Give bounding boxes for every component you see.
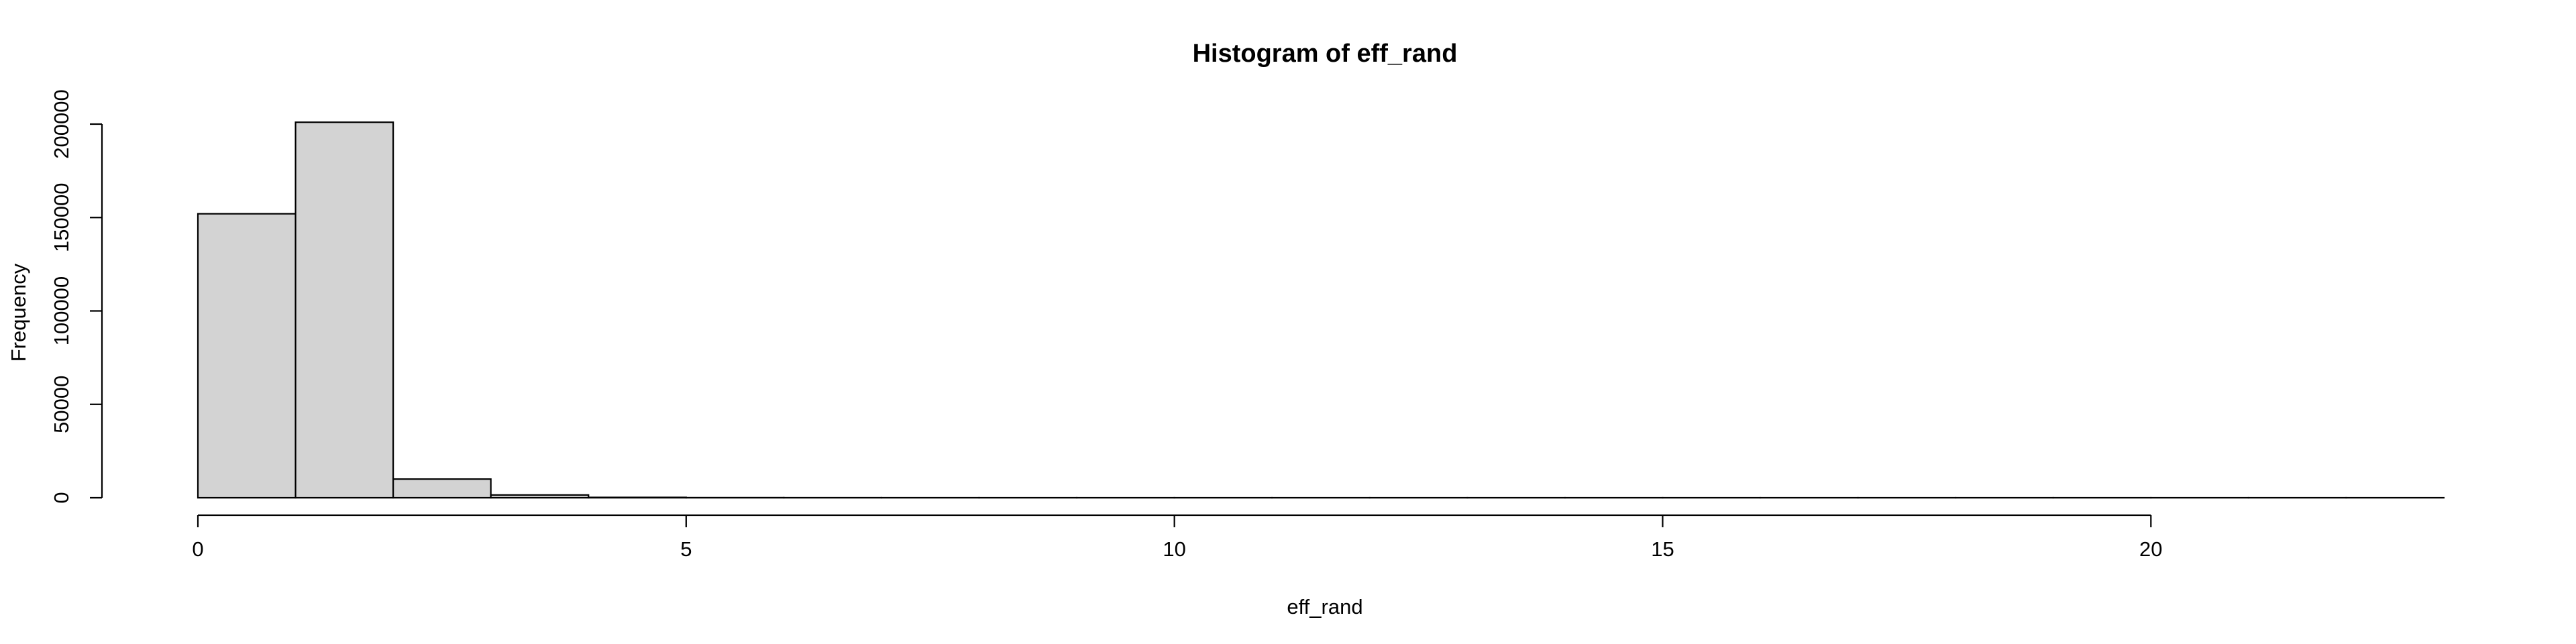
- x-axis-label: eff_rand: [1287, 595, 1362, 619]
- y-axis: 0 50000 100000 150000 200000: [50, 89, 103, 504]
- y-axis-label: Frequency: [7, 263, 30, 362]
- bars-group: [197, 121, 2445, 499]
- x-axis: 0 5 10 15 20: [192, 514, 2163, 561]
- x-tick-label: 10: [1163, 537, 1185, 561]
- x-tick-label: 20: [2139, 537, 2162, 561]
- histogram-bar: [490, 494, 590, 499]
- histogram-bar: [294, 121, 394, 499]
- y-tick-label: 200000: [50, 89, 73, 158]
- y-tick-label: 50000: [50, 376, 73, 433]
- histogram-bar: [392, 478, 492, 499]
- y-tick-label: 100000: [50, 276, 73, 345]
- x-tick-label: 5: [680, 537, 692, 561]
- chart-title: Histogram of eff_rand: [1193, 40, 1458, 68]
- x-tick-label: 15: [1651, 537, 1674, 561]
- x-tick-label: 0: [192, 537, 203, 561]
- histogram-bar: [197, 213, 297, 499]
- y-tick-label: 150000: [50, 183, 73, 252]
- histogram-bar: [588, 496, 687, 499]
- y-tick-label: 0: [50, 492, 73, 503]
